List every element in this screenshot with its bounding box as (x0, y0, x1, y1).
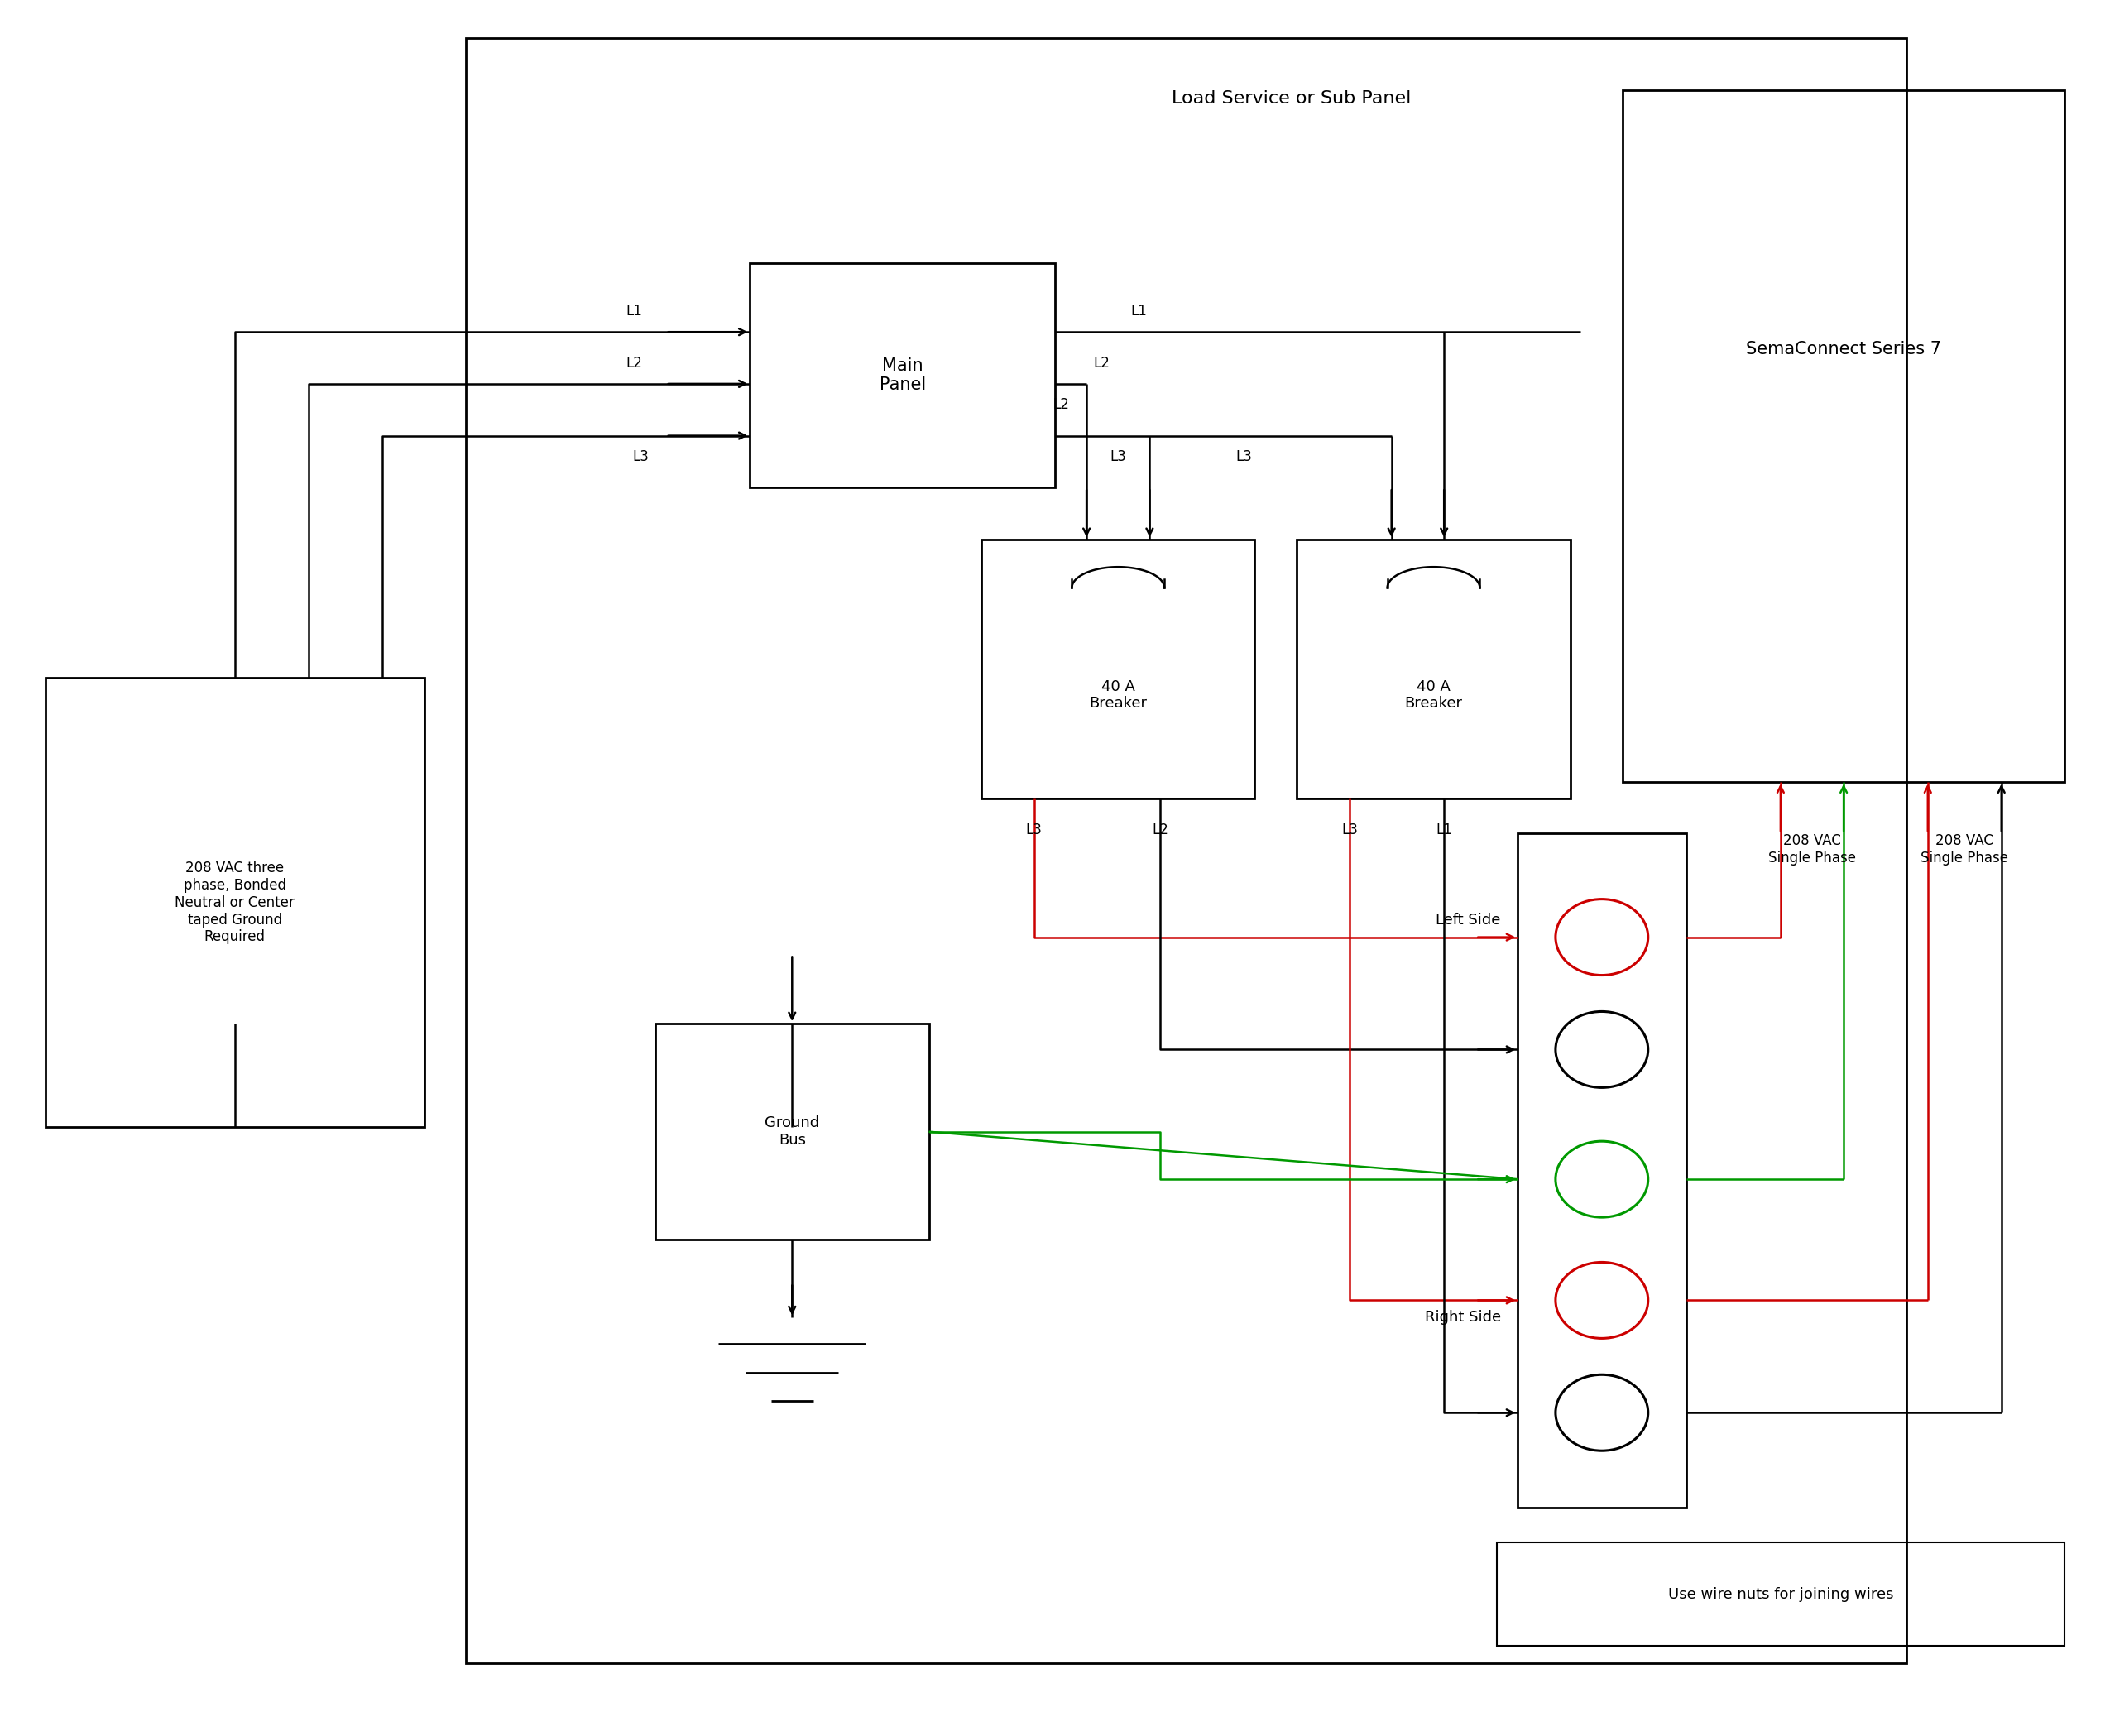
Text: 208 VAC three
phase, Bonded
Neutral or Center
taped Ground
Required: 208 VAC three phase, Bonded Neutral or C… (175, 861, 295, 944)
Text: SemaConnect Series 7: SemaConnect Series 7 (1747, 340, 1941, 358)
Bar (1623, 90, 2064, 781)
Text: Right Side: Right Side (1424, 1311, 1500, 1325)
Text: L1: L1 (1435, 823, 1452, 837)
Text: L2: L2 (627, 356, 644, 370)
Text: L3: L3 (1025, 823, 1042, 837)
Text: L1: L1 (1131, 304, 1148, 319)
Text: 208 VAC
Single Phase: 208 VAC Single Phase (1768, 833, 1857, 866)
Text: Main
Panel: Main Panel (880, 358, 926, 392)
Text: 40 A
Breaker: 40 A Breaker (1089, 679, 1148, 712)
Bar (1517, 833, 1686, 1509)
Text: L3: L3 (633, 450, 650, 464)
Bar (46, 677, 424, 1127)
Text: Use wire nuts for joining wires: Use wire nuts for joining wires (1667, 1587, 1893, 1602)
Text: Left Side: Left Side (1437, 913, 1500, 927)
Text: 40 A
Breaker: 40 A Breaker (1405, 679, 1462, 712)
Text: 208 VAC
Single Phase: 208 VAC Single Phase (1920, 833, 2009, 866)
Text: L3: L3 (1110, 450, 1127, 464)
Text: Load Service or Sub Panel: Load Service or Sub Panel (1171, 90, 1412, 108)
Text: L2: L2 (1093, 356, 1110, 370)
Bar (466, 38, 1907, 1663)
Bar (749, 262, 1055, 488)
Bar (1496, 1542, 2064, 1646)
Text: Ground
Bus: Ground Bus (764, 1116, 819, 1147)
Bar (656, 1024, 928, 1240)
Text: L2: L2 (1053, 398, 1070, 411)
Bar (981, 540, 1255, 799)
Bar (1298, 540, 1570, 799)
Text: L1: L1 (627, 304, 644, 319)
Text: L3: L3 (1342, 823, 1357, 837)
Text: L3: L3 (1236, 450, 1253, 464)
Text: L2: L2 (1152, 823, 1169, 837)
